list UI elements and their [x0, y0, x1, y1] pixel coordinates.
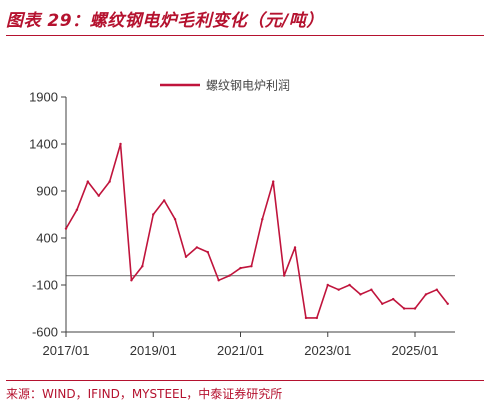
data-point [413, 307, 417, 310]
data-point [261, 218, 264, 221]
data-point [119, 142, 122, 146]
data-point [184, 255, 188, 258]
data-point [75, 208, 79, 211]
x-tick-label: 2023/01 [304, 343, 351, 358]
data-point [304, 316, 308, 320]
data-point [370, 288, 373, 291]
data-point [272, 180, 275, 183]
data-point [250, 265, 253, 268]
x-tick-label: 2017/01 [43, 343, 90, 358]
data-point [435, 288, 439, 291]
x-tick-label: 2025/01 [392, 343, 439, 358]
y-tick-label: 1900 [29, 90, 58, 105]
y-tick-label: -600 [32, 325, 58, 340]
data-point [141, 265, 144, 268]
data-point [293, 246, 297, 249]
data-point [173, 218, 177, 221]
legend-label: 螺纹钢电炉利润 [206, 79, 290, 93]
series-line [65, 143, 449, 319]
data-point [64, 227, 68, 230]
data-point [391, 297, 395, 301]
data-point [359, 293, 362, 296]
data-point [206, 250, 209, 254]
y-tick-label: 1400 [29, 137, 58, 152]
x-tick-label: 2021/01 [217, 343, 264, 358]
data-point [326, 283, 329, 287]
data-point [315, 316, 319, 320]
data-point [86, 180, 90, 183]
data-point [162, 199, 166, 202]
data-point [195, 246, 199, 249]
source-rule [6, 380, 484, 381]
data-point [446, 302, 449, 305]
data-point [239, 266, 242, 270]
y-tick-label: 400 [36, 231, 58, 246]
data-point [402, 307, 406, 310]
data-point [424, 293, 428, 296]
data-point [282, 274, 286, 277]
figure-title: 图表 29：螺纹钢电炉毛利变化（元/吨） [6, 11, 324, 31]
data-point [228, 274, 231, 277]
data-point [97, 194, 100, 197]
profit-line-chart: 1900 1400 900 400 -100 -600 2017/01 2019/01 2021… [29, 79, 455, 358]
data-point [217, 279, 220, 282]
data-point [348, 283, 351, 287]
data-point [337, 288, 340, 291]
y-tick-label: 900 [36, 184, 58, 199]
data-point [130, 279, 133, 282]
y-tick-label: -100 [32, 278, 58, 293]
source-note: 来源：WIND，IFIND，MYSTEEL，中泰证券研究所 [6, 387, 283, 401]
data-point [381, 302, 384, 305]
title-rule [6, 35, 484, 36]
data-point [108, 180, 111, 183]
x-tick-label: 2019/01 [130, 343, 177, 358]
data-point [152, 213, 155, 216]
